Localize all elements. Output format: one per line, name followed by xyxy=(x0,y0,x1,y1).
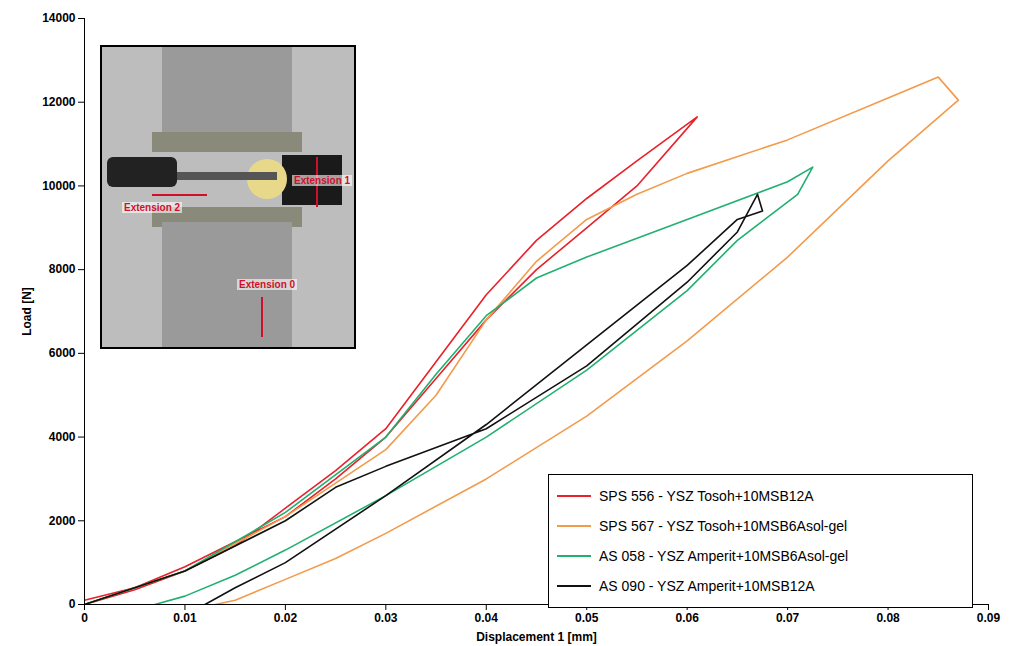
svg-text:10000: 10000 xyxy=(42,179,76,193)
svg-text:0.04: 0.04 xyxy=(475,611,499,625)
svg-text:4000: 4000 xyxy=(49,430,76,444)
svg-text:14000: 14000 xyxy=(42,11,76,25)
svg-text:0.07: 0.07 xyxy=(776,611,800,625)
svg-text:0.03: 0.03 xyxy=(374,611,398,625)
svg-text:8000: 8000 xyxy=(49,262,76,276)
svg-text:Load [N]: Load [N] xyxy=(20,287,34,336)
html-text:AS 058 - YSZ Amperit+10MSB6Aso: AS 058 - YSZ Amperit+10MSB6Asol-gel xyxy=(599,548,849,564)
html-text:Extension 1: Extension 1 xyxy=(294,175,351,186)
svg-text:0.06: 0.06 xyxy=(675,611,699,625)
svg-text:6000: 6000 xyxy=(49,346,76,360)
svg-text:0.08: 0.08 xyxy=(876,611,900,625)
html-text:Extension 2: Extension 2 xyxy=(124,202,181,213)
html-text:SPS 567 - YSZ Tosoh+10MSB6Asol: SPS 567 - YSZ Tosoh+10MSB6Asol-gel xyxy=(599,518,848,534)
svg-text:0: 0 xyxy=(81,611,88,625)
html-text:Extension 0: Extension 0 xyxy=(239,279,296,290)
svg-text:12000: 12000 xyxy=(42,95,76,109)
svg-text:0.09: 0.09 xyxy=(977,611,1001,625)
svg-text:0.01: 0.01 xyxy=(173,611,197,625)
svg-text:0.02: 0.02 xyxy=(274,611,298,625)
svg-text:Displacement 1 [mm]: Displacement 1 [mm] xyxy=(476,630,597,644)
html-text:AS 090 - YSZ Amperit+10MSB12A: AS 090 - YSZ Amperit+10MSB12A xyxy=(599,578,815,594)
svg-text:0.05: 0.05 xyxy=(575,611,599,625)
html-text:SPS 556 - YSZ Tosoh+10MSB12A: SPS 556 - YSZ Tosoh+10MSB12A xyxy=(599,488,814,504)
svg-text:2000: 2000 xyxy=(49,514,76,528)
svg-text:0: 0 xyxy=(69,597,76,611)
